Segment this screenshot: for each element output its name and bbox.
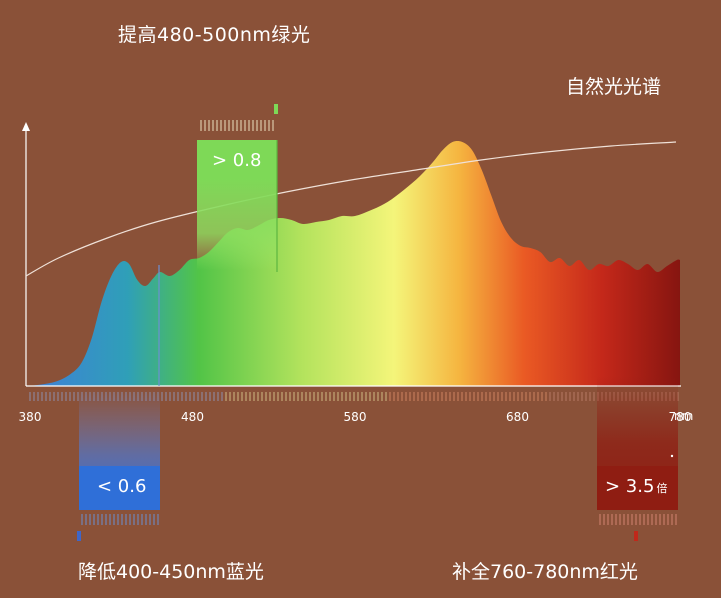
x-tick-label: 580 bbox=[344, 410, 367, 424]
spectrum-area bbox=[30, 141, 680, 386]
x-tick-label: 480 bbox=[181, 410, 204, 424]
blue-value: < 0.6 bbox=[97, 476, 147, 497]
x-tick-label: 680 bbox=[506, 410, 529, 424]
blue-marker bbox=[77, 531, 81, 541]
red-light-title: 补全760-780nm红光 bbox=[452, 561, 638, 583]
natural-light-curve bbox=[25, 141, 677, 277]
x-axis-unit: nm bbox=[674, 409, 694, 423]
x-tick-label: 380 bbox=[19, 410, 42, 424]
red-value-suffix: 倍 bbox=[656, 482, 668, 495]
red-value: > 3.5 bbox=[605, 476, 655, 497]
green-band bbox=[197, 178, 277, 270]
natural-spectrum-label: 自然光光谱 bbox=[566, 76, 662, 98]
green-value: > 0.8 bbox=[212, 150, 262, 171]
red-value-wrap: > 3.5 倍 bbox=[605, 476, 667, 497]
red-marker bbox=[634, 531, 638, 541]
y-axis-arrow-icon bbox=[22, 122, 30, 131]
green-marker bbox=[274, 104, 278, 114]
x-tick-labels: 380 480 580 680 780 bbox=[19, 410, 692, 424]
green-light-title: 提高480-500nm绿光 bbox=[118, 24, 311, 46]
red-ticks bbox=[599, 514, 677, 525]
x-tick-label: 780 bbox=[669, 410, 692, 424]
red-dot bbox=[670, 454, 674, 458]
green-ticks bbox=[200, 120, 274, 131]
blue-callout-box bbox=[79, 466, 160, 509]
blue-light-title: 降低400-450nm蓝光 bbox=[78, 561, 264, 583]
blue-ticks bbox=[81, 514, 159, 525]
red-callout-box bbox=[597, 466, 678, 509]
green-callout-box bbox=[197, 140, 277, 180]
